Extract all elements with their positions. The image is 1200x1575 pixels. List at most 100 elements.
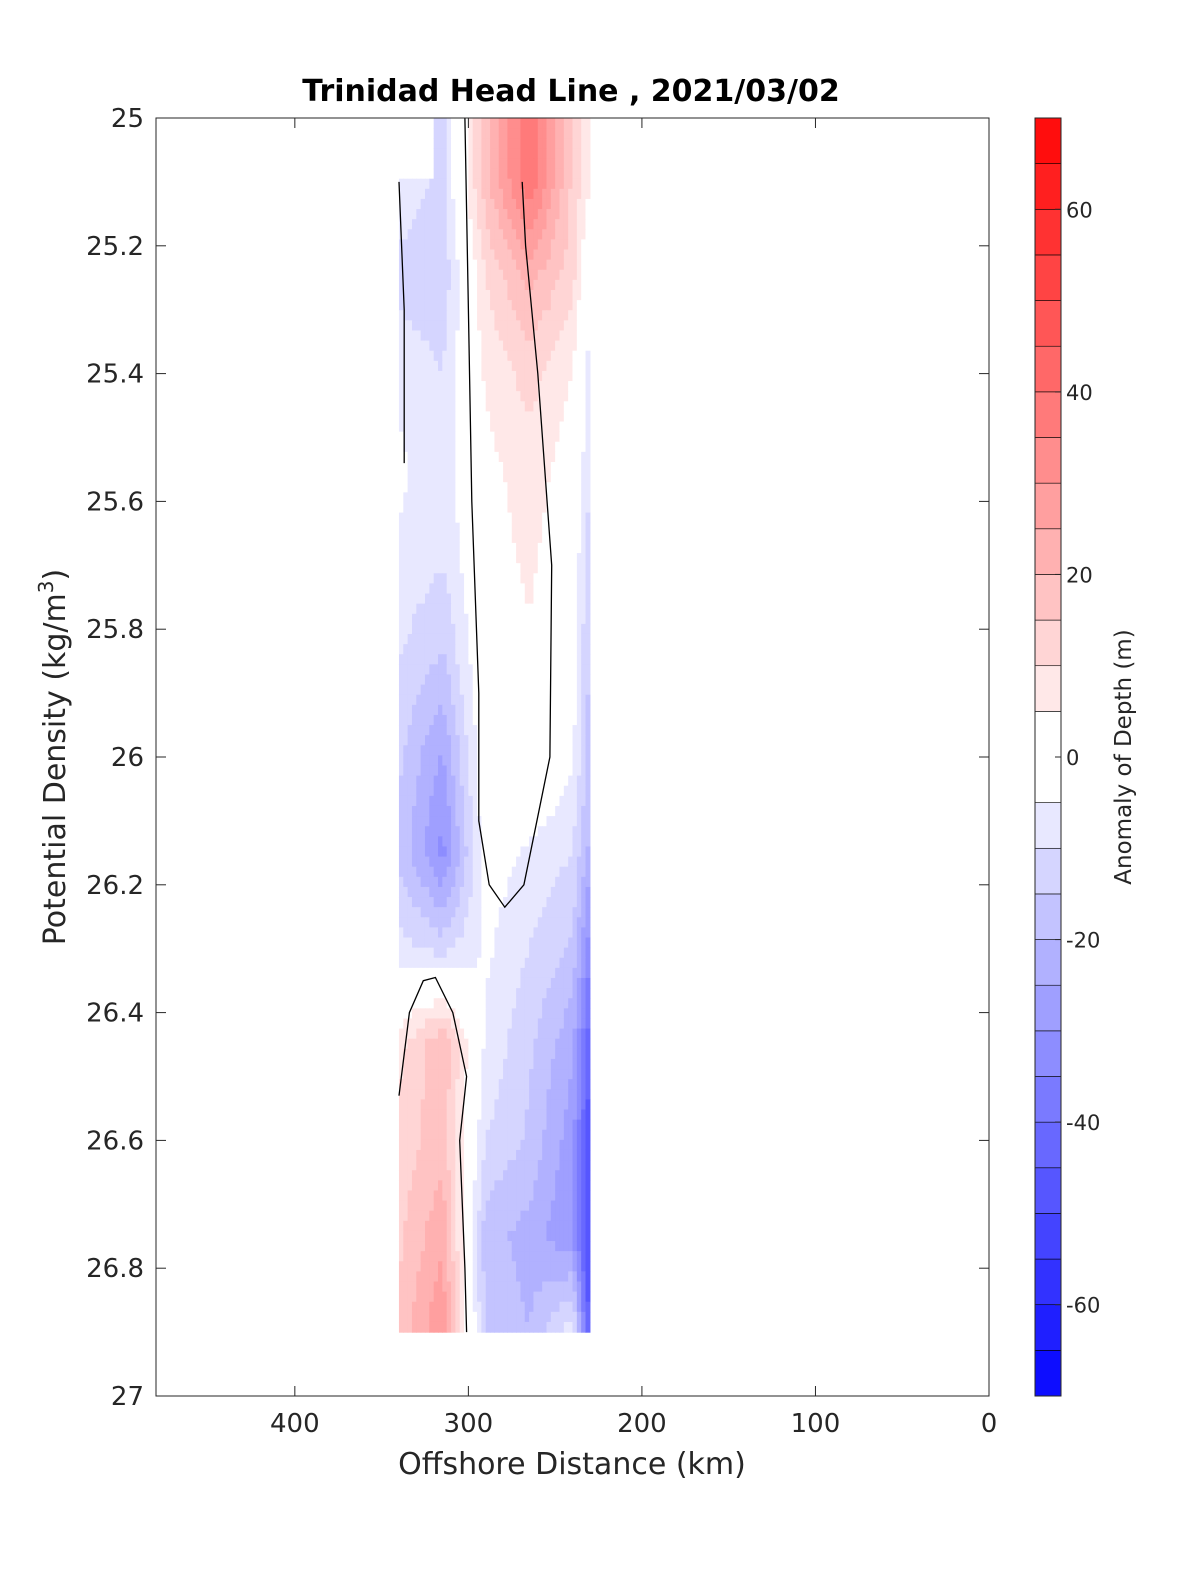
field-cell xyxy=(568,856,574,868)
field-cell xyxy=(433,118,439,129)
field-cell xyxy=(576,846,582,858)
field-cell xyxy=(459,563,465,574)
field-cell xyxy=(537,188,543,200)
field-cell xyxy=(472,947,478,959)
field-cell xyxy=(516,977,522,989)
field-cell xyxy=(533,694,539,706)
field-cell xyxy=(481,866,487,878)
field-cell xyxy=(507,1271,513,1283)
field-cell xyxy=(520,1058,526,1070)
field-cell xyxy=(537,563,543,574)
field-cell xyxy=(398,775,404,787)
field-cell xyxy=(485,320,491,332)
field-cell xyxy=(485,1119,491,1131)
field-cell xyxy=(559,219,565,230)
field-cell xyxy=(442,209,448,220)
field-cell xyxy=(446,219,452,230)
field-cell xyxy=(398,451,404,463)
field-cell xyxy=(572,563,578,574)
field-cell xyxy=(481,613,487,625)
field-cell xyxy=(563,957,569,969)
field-cell xyxy=(411,795,417,807)
field-cell xyxy=(477,198,482,210)
field-cell xyxy=(555,836,561,848)
field-cell xyxy=(455,805,461,817)
field-cell xyxy=(442,168,448,180)
field-cell xyxy=(585,441,591,453)
field-cell xyxy=(498,563,504,574)
field-cell xyxy=(442,391,448,402)
field-cell xyxy=(503,1058,509,1070)
field-cell xyxy=(516,1079,522,1090)
field-cell xyxy=(407,886,413,898)
field-cell xyxy=(576,957,582,969)
field-cell xyxy=(568,563,574,574)
field-cell xyxy=(542,704,548,716)
field-cell xyxy=(529,1139,535,1151)
field-cell xyxy=(503,745,509,756)
field-cell xyxy=(568,775,574,787)
field-cell xyxy=(403,1139,409,1151)
field-cell xyxy=(576,1170,582,1181)
field-cell xyxy=(485,300,491,311)
field-cell xyxy=(468,846,474,858)
field-cell xyxy=(511,967,517,979)
field-cell xyxy=(442,846,448,858)
field-cell xyxy=(498,684,504,696)
field-cell xyxy=(472,320,478,332)
field-cell xyxy=(511,755,517,767)
field-cell xyxy=(542,957,548,969)
field-cell xyxy=(576,542,582,554)
field-cell xyxy=(464,370,469,382)
field-cell xyxy=(494,553,500,564)
field-cell xyxy=(490,340,496,352)
field-cell xyxy=(537,664,543,676)
field-cell xyxy=(507,1018,513,1030)
field-cell xyxy=(555,886,561,898)
field-cell xyxy=(411,492,417,504)
field-cell xyxy=(585,310,591,321)
field-cell xyxy=(559,1230,565,1242)
field-cell xyxy=(546,330,552,342)
field-cell xyxy=(546,714,552,726)
field-cell xyxy=(464,522,469,534)
field-cell xyxy=(555,401,561,413)
field-cell xyxy=(494,805,500,817)
field-cell xyxy=(524,583,530,595)
field-cell xyxy=(550,1129,556,1141)
field-cell xyxy=(503,118,509,129)
field-cell xyxy=(572,856,578,868)
field-cell xyxy=(550,1149,556,1161)
field-cell xyxy=(429,401,435,413)
field-cell xyxy=(429,482,435,493)
field-cell xyxy=(442,694,448,706)
field-cell xyxy=(572,805,578,817)
field-cell xyxy=(559,927,565,939)
field-cell xyxy=(581,947,587,959)
field-cell xyxy=(529,664,535,676)
field-cell xyxy=(568,947,574,959)
field-cell xyxy=(451,1241,456,1252)
field-cell xyxy=(464,1200,469,1212)
field-cell xyxy=(585,988,591,999)
field-cell xyxy=(533,613,539,625)
field-cell xyxy=(451,816,456,827)
field-cell xyxy=(572,1058,578,1070)
field-cell xyxy=(503,1180,509,1192)
field-cell xyxy=(459,785,465,797)
field-cell xyxy=(568,1139,574,1151)
field-cell xyxy=(537,714,543,726)
field-cell xyxy=(485,269,491,281)
field-cell xyxy=(581,239,587,251)
field-cell xyxy=(503,988,509,999)
field-cell xyxy=(568,219,574,230)
field-cell xyxy=(442,330,448,342)
field-cell xyxy=(438,118,443,129)
field-cell xyxy=(542,542,548,554)
field-cell xyxy=(550,462,556,473)
field-cell xyxy=(546,1241,552,1252)
field-cell xyxy=(511,593,517,605)
field-cell xyxy=(477,229,482,241)
field-cell xyxy=(403,886,409,898)
field-cell xyxy=(511,1180,517,1192)
